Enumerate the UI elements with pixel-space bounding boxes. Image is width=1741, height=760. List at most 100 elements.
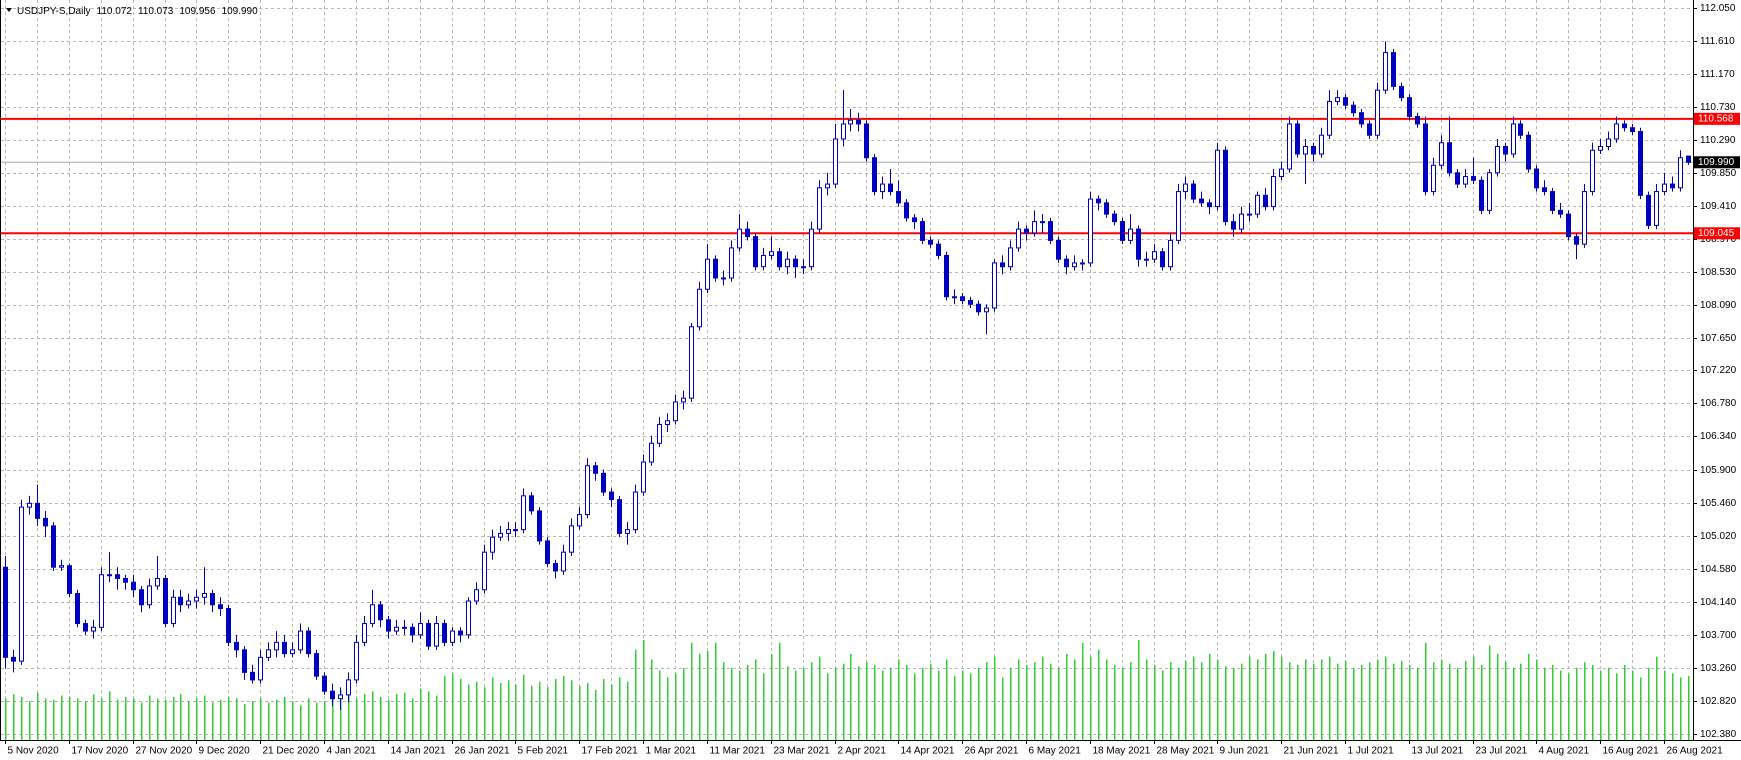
volume-bar (1042, 656, 1044, 740)
volume-bar (1082, 642, 1084, 740)
candle-body-down (442, 623, 447, 643)
candle-body-up (513, 529, 518, 532)
volume-bar (308, 698, 310, 740)
candle-body-down (330, 690, 335, 700)
x-tick-label: 4 Aug 2021 (1539, 746, 1590, 757)
volume-bar (827, 673, 829, 740)
candle-body-up (59, 565, 64, 568)
candle-body-down (1223, 149, 1228, 223)
candle-body-down (1542, 187, 1547, 193)
candle-body-down (1311, 145, 1316, 155)
candle-body-down (920, 221, 925, 241)
volume-bar (1074, 659, 1076, 740)
candle-body-up (258, 656, 263, 681)
volume-bar (771, 653, 773, 740)
candle-body-down (912, 217, 917, 223)
volume-bar (180, 694, 182, 740)
volume-bar (1648, 667, 1650, 740)
candle-body-down (896, 191, 901, 204)
x-tick-label: 28 May 2021 (1157, 746, 1215, 757)
volume-bar (994, 656, 996, 740)
volume-bar (508, 680, 510, 740)
volume-bar (109, 691, 111, 740)
candle-body-up (1183, 183, 1188, 193)
volume-bar (938, 670, 940, 740)
candle-body-down (529, 495, 534, 512)
volume-bar (348, 692, 350, 740)
candle-body-down (1534, 168, 1539, 189)
volume-bar (866, 662, 868, 740)
candle-body-up (1654, 191, 1659, 226)
candle-body-down (282, 641, 287, 655)
level-label: 109.045 (1698, 228, 1735, 239)
volume-bar (284, 696, 286, 740)
candle-body-up (585, 465, 590, 516)
quote-value: 109.956 (179, 6, 216, 17)
candle-body-up (697, 288, 702, 328)
y-tick-label: 106.340 (1700, 431, 1737, 442)
volume-bar (1018, 659, 1020, 740)
volume-bar (587, 683, 589, 740)
candle-body-down (163, 577, 168, 625)
candle-body-down (250, 671, 255, 681)
candle-body-down (1231, 221, 1236, 230)
volume-bar (1146, 659, 1148, 740)
candle-body-up (1279, 168, 1284, 178)
candle-body-down (553, 562, 558, 572)
candle-body-up (705, 258, 710, 290)
candle-body-up (354, 641, 359, 681)
y-tick-label: 107.650 (1700, 333, 1737, 344)
volume-bar (1178, 667, 1180, 740)
candle-body-up (450, 630, 455, 643)
volume-bar (1584, 662, 1586, 740)
candle-body-up (155, 577, 160, 587)
volume-bar (811, 662, 813, 740)
candle-body-down (1686, 155, 1691, 163)
volume-bar (444, 676, 446, 740)
candle-body-up (657, 423, 662, 444)
candle-body-up (1662, 183, 1667, 193)
volume-bar (675, 673, 677, 740)
y-tick-label: 104.140 (1700, 597, 1737, 608)
volume-bar (1409, 665, 1411, 740)
x-tick-label: 14 Apr 2021 (901, 746, 955, 757)
volume-bar (795, 670, 797, 740)
x-tick-label: 9 Dec 2020 (199, 746, 251, 757)
y-tick-label: 112.050 (1700, 3, 1736, 14)
volume-bar (603, 678, 605, 740)
volume-bar (412, 698, 414, 740)
candle-body-up (186, 600, 191, 606)
volume-bar (125, 696, 127, 740)
candle-body-down (1550, 191, 1555, 211)
candle-body-down (67, 565, 72, 595)
candle-body-up (1168, 239, 1173, 268)
volume-bar (212, 702, 214, 740)
candle-body-up (266, 649, 271, 658)
level-layer (1, 117, 1693, 235)
candle-body-up (1487, 172, 1492, 211)
candle-body-up (1287, 123, 1292, 170)
volume-bar (1544, 667, 1546, 740)
candle-body-up (274, 641, 279, 651)
candle-body-up (761, 254, 766, 268)
candle-body-up (1335, 97, 1340, 102)
volume-bar (1058, 667, 1060, 740)
volume-bar (1632, 670, 1634, 740)
volume-bar (1672, 673, 1674, 740)
volume-bar (157, 698, 159, 740)
volume-bar (1090, 656, 1092, 740)
volume-bar (340, 690, 342, 740)
chart-header: USDJPY-S,Daily 110.072 110.073 109.956 109.9… (17, 6, 258, 17)
volume-bar (204, 695, 206, 740)
volume-bar (1600, 670, 1602, 740)
volume-bar (1608, 667, 1610, 740)
volume-bar (978, 667, 980, 740)
volume-bar (595, 690, 597, 740)
volume-bar (715, 642, 717, 740)
candle-body-down (1000, 262, 1005, 268)
candle-body-up (1144, 258, 1149, 261)
volume-bar (149, 695, 151, 740)
x-tick-label: 17 Feb 2021 (582, 746, 639, 757)
volume-bar (196, 698, 198, 740)
level-label: 109.990 (1698, 157, 1735, 168)
